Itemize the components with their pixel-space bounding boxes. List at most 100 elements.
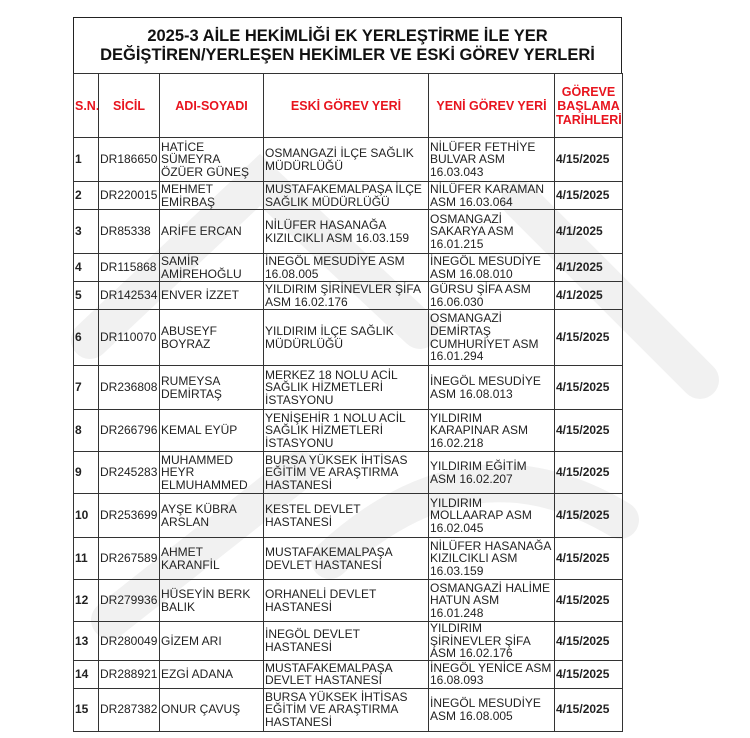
- cell-sn: 8: [73, 409, 99, 452]
- cell-new-post: GÜRSU ŞİFA ASM 16.06.030: [428, 281, 555, 310]
- cell-sicil: DR220015: [98, 181, 160, 210]
- table-row: 13 DR280049 GİZEM ARI İNEGÖL DEVLET HASTANE…: [73, 621, 623, 661]
- cell-start-date: 4/15/2025: [554, 365, 623, 410]
- cell-name: ARİFE ERCAN: [159, 209, 264, 254]
- document: 2025-3 AİLE HEKİMLİĞİ EK YERLEŞTİRME İLE…: [73, 17, 623, 732]
- cell-sicil: DR267589: [98, 537, 160, 580]
- cell-name: RUMEYSA DEMİRTAŞ: [159, 365, 264, 410]
- cell-old-post: İNEGÖL DEVLET HASTANESİ: [263, 621, 429, 661]
- cell-old-post: YILDIRIM İLÇE SAĞLIK MÜDÜRLÜĞÜ: [263, 309, 429, 366]
- cell-old-post: MUSTAFAKEMALPAŞA DEVLET HASTANESİ: [263, 537, 429, 580]
- cell-sicil: DR287382: [98, 687, 160, 732]
- cell-name: HATİCE SÜMEYRA ÖZÜER GÜNEŞ: [159, 137, 264, 182]
- cell-start-date: 4/15/2025: [554, 409, 623, 452]
- cell-sn: 14: [73, 659, 99, 689]
- table-row: 8 DR266796 KEMAL EYÜP YENİŞEHİR 1 NOLU ACİL…: [73, 409, 623, 452]
- cell-old-post: BURSA YÜKSEK İHTİSAS EĞİTİM VE ARAŞTIRMA…: [263, 687, 429, 732]
- table-row: 4 DR115868 SAMİR AMİREHOĞLU İNEGÖL MESUDİYE…: [73, 253, 623, 282]
- cell-sicil: DR236808: [98, 365, 160, 410]
- cell-sicil: DR266796: [98, 409, 160, 452]
- cell-old-post: İNEGÖL MESUDİYE ASM 16.08.005: [263, 253, 429, 282]
- cell-name: AHMET KARANFİL: [159, 537, 264, 580]
- cell-old-post: NİLÜFER HASANAĞA KIZILCIKLI ASM 16.03.15…: [263, 209, 429, 254]
- cell-new-post: İNEGÖL MESUDİYE ASM 16.08.005: [428, 687, 555, 732]
- cell-start-date: 4/15/2025: [554, 451, 623, 494]
- cell-sicil: DR253699: [98, 493, 160, 538]
- cell-sn: 9: [73, 451, 99, 494]
- cell-start-date: 4/15/2025: [554, 687, 623, 732]
- cell-sn: 15: [73, 687, 99, 732]
- cell-new-post: NİLÜFER KARAMAN ASM 16.03.064: [428, 181, 555, 210]
- cell-name: EZGİ ADANA: [159, 659, 264, 689]
- cell-name: ONUR ÇAVUŞ: [159, 687, 264, 732]
- table-row: 2 DR220015 MEHMET EMİRBAŞ MUSTAFAKEMALPAŞA …: [73, 181, 623, 210]
- cell-new-post: NİLÜFER FETHİYE BULVAR ASM 16.03.043: [428, 137, 555, 182]
- cell-new-post: YILDIRIM EĞİTİM ASM 16.02.207: [428, 451, 555, 494]
- table-row: 15 DR287382 ONUR ÇAVUŞ BURSA YÜKSEK İHTİSAS…: [73, 687, 623, 732]
- cell-old-post: YILDIRIM ŞİRİNEVLER ŞİFA ASM 16.02.176: [263, 281, 429, 310]
- cell-sn: 4: [73, 253, 99, 282]
- cell-new-post: OSMANGAZİ HALİME HATUN ASM 16.01.248: [428, 579, 555, 622]
- cell-new-post: OSMANGAZİ SAKARYA ASM 16.01.215: [428, 209, 555, 254]
- cell-new-post: İNEGÖL YENİCE ASM 16.08.093: [428, 659, 555, 689]
- cell-old-post: OSMANGAZİ İLÇE SAĞLIK MÜDÜRLÜĞÜ: [263, 137, 429, 182]
- table-row: 14 DR288921 EZGİ ADANA MUSTAFAKEMALPAŞA DEV…: [73, 659, 623, 689]
- cell-old-post: MERKEZ 18 NOLU ACİL SAĞLIK HİZMETLERİ İS…: [263, 365, 429, 410]
- cell-start-date: 4/15/2025: [554, 181, 623, 210]
- cell-sn: 3: [73, 209, 99, 254]
- cell-start-date: 4/15/2025: [554, 621, 623, 661]
- cell-name: MEHMET EMİRBAŞ: [159, 181, 264, 210]
- cell-sicil: DR186650: [98, 137, 160, 182]
- cell-new-post: YILDIRIM MOLLAARAP ASM 16.02.045: [428, 493, 555, 538]
- cell-name: ABUSEYF BOYRAZ: [159, 309, 264, 366]
- cell-start-date: 4/1/2025: [554, 253, 623, 282]
- cell-new-post: YILDIRIM KARAPINAR ASM 16.02.218: [428, 409, 555, 452]
- cell-sicil: DR110070: [98, 309, 160, 366]
- cell-start-date: 4/1/2025: [554, 209, 623, 254]
- cell-new-post: OSMANGAZİ DEMİRTAŞ CUMHURİYET ASM 16.01.…: [428, 309, 555, 366]
- page-title: 2025-3 AİLE HEKİMLİĞİ EK YERLEŞTİRME İLE…: [73, 17, 622, 73]
- cell-sicil: DR280049: [98, 621, 160, 661]
- column-header-name: ADI-SOYADI: [159, 73, 264, 138]
- cell-sn: 5: [73, 281, 99, 310]
- cell-name: ENVER İZZET: [159, 281, 264, 310]
- cell-start-date: 4/15/2025: [554, 493, 623, 538]
- cell-old-post: BURSA YÜKSEK İHTİSAS EĞİTİM VE ARAŞTIRMA…: [263, 451, 429, 494]
- cell-sicil: DR288921: [98, 659, 160, 689]
- table-header-row: S.N. SİCİL ADI-SOYADI ESKİ GÖREV YERİ YENİ G…: [73, 73, 623, 138]
- cell-start-date: 4/15/2025: [554, 137, 623, 182]
- cell-old-post: MUSTAFAKEMALPAŞA İLÇE SAĞLIK MÜDÜRLÜĞÜ: [263, 181, 429, 210]
- table-row: 10 DR253699 AYŞE KÜBRA ARSLAN KESTEL DEVLET…: [73, 493, 623, 538]
- cell-sn: 6: [73, 309, 99, 366]
- cell-old-post: MUSTAFAKEMALPAŞA DEVLET HASTANESİ: [263, 659, 429, 689]
- cell-sicil: DR142534: [98, 281, 160, 310]
- cell-old-post: YENİŞEHİR 1 NOLU ACİL SAĞLIK HİZMETLERİ …: [263, 409, 429, 452]
- cell-start-date: 4/1/2025: [554, 281, 623, 310]
- cell-start-date: 4/15/2025: [554, 537, 623, 580]
- cell-new-post: İNEGÖL MESUDİYE ASM 16.08.010: [428, 253, 555, 282]
- cell-name: SAMİR AMİREHOĞLU: [159, 253, 264, 282]
- cell-start-date: 4/15/2025: [554, 309, 623, 366]
- cell-sn: 11: [73, 537, 99, 580]
- cell-new-post: NİLÜFER HASANAĞA KIZILCIKLI ASM 16.03.15…: [428, 537, 555, 580]
- title-line-1: 2025-3 AİLE HEKİMLİĞİ EK YERLEŞTİRME İLE…: [147, 26, 548, 45]
- cell-sicil: DR85338: [98, 209, 160, 254]
- cell-start-date: 4/15/2025: [554, 659, 623, 689]
- cell-new-post: YILDIRIM ŞİRİNEVLER ŞİFA ASM 16.02.176: [428, 621, 555, 661]
- table-row: 6 DR110070 ABUSEYF BOYRAZ YILDIRIM İLÇE SAĞ…: [73, 309, 623, 366]
- table-row: 5 DR142534 ENVER İZZET YILDIRIM ŞİRİNEVLER …: [73, 281, 623, 310]
- table-row: 11 DR267589 AHMET KARANFİL MUSTAFAKEMALPAŞA…: [73, 537, 623, 580]
- cell-sicil: DR115868: [98, 253, 160, 282]
- table-row: 3 DR85338 ARİFE ERCAN NİLÜFER HASANAĞA KIZI…: [73, 209, 623, 254]
- table-row: 9 DR245283 MUHAMMED HEYR ELMUHAMMED BURSA Y…: [73, 451, 623, 494]
- cell-sicil: DR279936: [98, 579, 160, 622]
- cell-name: GİZEM ARI: [159, 621, 264, 661]
- cell-old-post: ORHANELİ DEVLET HASTANESİ: [263, 579, 429, 622]
- cell-name: AYŞE KÜBRA ARSLAN: [159, 493, 264, 538]
- title-line-2: DEĞİŞTİREN/YERLEŞEN HEKİMLER VE ESKİ GÖR…: [100, 45, 595, 64]
- cell-name: MUHAMMED HEYR ELMUHAMMED: [159, 451, 264, 494]
- cell-sn: 1: [73, 137, 99, 182]
- table-row: 12 DR279936 HÜSEYİN BERK BALIK ORHANELİ DEV…: [73, 579, 623, 622]
- cell-sn: 7: [73, 365, 99, 410]
- column-header-new-post: YENİ GÖREV YERİ: [428, 73, 555, 138]
